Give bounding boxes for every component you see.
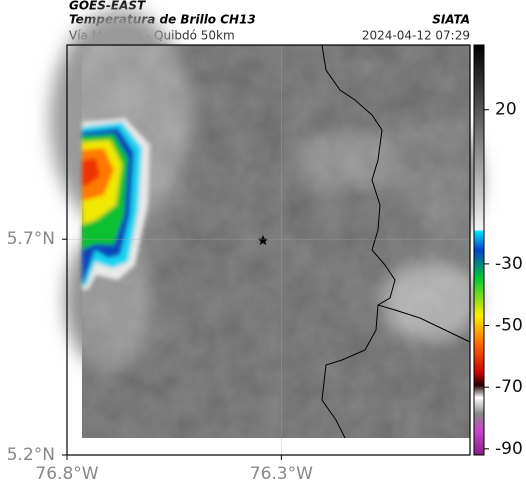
colorbar-tick-label: -90 (495, 439, 523, 459)
colorbar-tick-label: -30 (495, 254, 523, 274)
y-tick-label: 5.7°N (7, 229, 55, 249)
x-tick-label: 76.3°W (250, 464, 313, 484)
colorbar-tick-label: 20 (495, 100, 517, 120)
source: GOES-EAST (69, 0, 146, 13)
x-tick-label: 76.8°W (35, 464, 98, 484)
colorbar-tick-label: -50 (495, 316, 523, 336)
map-frame (66, 44, 471, 456)
imagery (50, 10, 480, 439)
brand: SIATA (432, 13, 470, 27)
y-tick-label: 5.2°N (7, 445, 55, 465)
colorbar (473, 44, 485, 456)
location-star (258, 235, 268, 245)
time: 2024-04-12 07:29 (362, 29, 470, 43)
colorbar-tick-label: -70 (495, 377, 523, 397)
